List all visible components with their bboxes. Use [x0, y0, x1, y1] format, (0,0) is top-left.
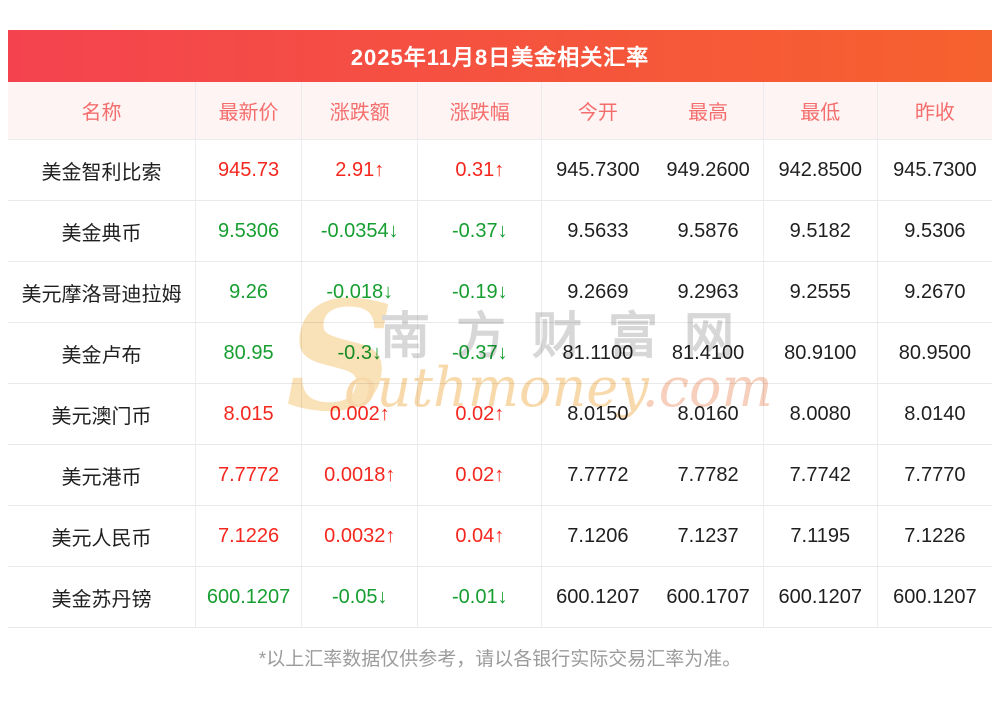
cell-open: 945.7300: [556, 158, 640, 181]
cell-high: 949.2600: [653, 140, 764, 200]
column-header-open: 今开: [577, 102, 618, 124]
cell-change-percent: -0.19↓: [418, 262, 543, 322]
cell-low: 7.7742: [764, 445, 878, 505]
cell-change-percent: -0.37↓: [418, 201, 543, 261]
cell-latest-price: 8.015: [196, 384, 303, 444]
column-header-name: 名称: [8, 82, 196, 139]
cell-change-amount: 2.91↑: [302, 140, 419, 200]
cell-change-percent: -0.37↓: [418, 323, 543, 383]
table-row: 美元澳门币 8.015 0.002↑ 0.02↑ 8.0150 8.0160 8.0080 8…: [8, 384, 992, 445]
cell-name: 美元港币: [8, 445, 196, 505]
cell-prev-close: 8.0140: [904, 402, 966, 425]
cell-change-amount: -0.018↓: [302, 262, 419, 322]
cell-change-percent: 0.02↑: [418, 445, 543, 505]
column-header-prev_close: 昨收: [914, 102, 955, 124]
cell-latest-price: 7.1226: [196, 506, 303, 566]
cell-latest-price: 945.73: [196, 140, 303, 200]
cell-prev-close: 80.9500: [898, 341, 972, 364]
cell-open: 7.1206: [567, 524, 629, 547]
column-header-change_pct: 涨跌幅: [418, 82, 543, 139]
table-title-banner: 2025年11月8日美金相关汇率: [8, 30, 992, 82]
cell-change-amount: -0.3↓: [302, 323, 419, 383]
table-body: 美金智利比索 945.73 2.91↑ 0.31↑ 945.7300 949.2600 94…: [8, 140, 992, 628]
cell-change-amount: 0.002↑: [302, 384, 419, 444]
cell-prev-close: 945.7300: [893, 158, 977, 181]
table-header-row: 名称 最新价 涨跌额 涨跌幅 今开 最高 最低 昨收: [8, 82, 992, 140]
rate-table: 2025年11月8日美金相关汇率 名称 最新价 涨跌额 涨跌幅 今开 最高 最低 昨收 美金智…: [8, 30, 992, 628]
cell-open: 81.1100: [562, 341, 634, 364]
table-row: 美元港币 7.7772 0.0018↑ 0.02↑ 7.7772 7.7782 7.7742…: [8, 445, 992, 506]
cell-low: 600.1207: [764, 567, 878, 627]
cell-low: 9.5182: [764, 201, 878, 261]
cell-change-percent: 0.31↑: [418, 140, 543, 200]
disclaimer-note: *以上汇率数据仅供参考，请以各银行实际交易汇率为准。: [258, 649, 742, 670]
cell-high: 9.2963: [653, 262, 764, 322]
cell-name: 美元澳门币: [8, 384, 196, 444]
cell-change-amount: 0.0032↑: [302, 506, 419, 566]
column-header-change: 涨跌额: [302, 82, 419, 139]
cell-prev-close: 7.7770: [904, 463, 966, 486]
cell-latest-price: 600.1207: [196, 567, 303, 627]
cell-change-amount: -0.05↓: [302, 567, 419, 627]
table-row: 美金卢布 80.95 -0.3↓ -0.37↓ 81.1100 81.4100 80.910…: [8, 323, 992, 384]
column-header-high: 最高: [653, 82, 764, 139]
cell-latest-price: 7.7772: [196, 445, 303, 505]
cell-low: 8.0080: [764, 384, 878, 444]
page-title: 2025年11月8日美金相关汇率: [350, 45, 650, 70]
cell-change-percent: -0.01↓: [418, 567, 543, 627]
table-row: 美金苏丹镑 600.1207 -0.05↓ -0.01↓ 600.1207 600.170…: [8, 567, 992, 628]
cell-open: 7.7772: [567, 463, 629, 486]
cell-high: 600.1707: [653, 567, 764, 627]
cell-name: 美金卢布: [8, 323, 196, 383]
cell-name: 美金典币: [8, 201, 196, 261]
cell-high: 7.1237: [653, 506, 764, 566]
cell-open: 9.2669: [567, 280, 629, 303]
cell-name: 美金苏丹镑: [8, 567, 196, 627]
cell-prev-close: 7.1226: [904, 524, 966, 547]
column-header-low: 最低: [764, 82, 878, 139]
cell-prev-close: 9.5306: [904, 219, 966, 242]
cell-low: 9.2555: [764, 262, 878, 322]
cell-low: 942.8500: [764, 140, 878, 200]
cell-prev-close: 9.2670: [904, 280, 966, 303]
cell-latest-price: 9.5306: [196, 201, 303, 261]
cell-high: 8.0160: [653, 384, 764, 444]
cell-name: 美元人民币: [8, 506, 196, 566]
cell-name: 美元摩洛哥迪拉姆: [8, 262, 196, 322]
cell-prev-close: 600.1207: [893, 585, 977, 608]
cell-open: 9.5633: [567, 219, 629, 242]
cell-latest-price: 9.26: [196, 262, 303, 322]
cell-name: 美金智利比索: [8, 140, 196, 200]
cell-change-amount: 0.0018↑: [302, 445, 419, 505]
table-row: 美元摩洛哥迪拉姆 9.26 -0.018↓ -0.19↓ 9.2669 9.2963 9.2…: [8, 262, 992, 323]
cell-open: 8.0150: [567, 402, 629, 425]
cell-change-amount: -0.0354↓: [302, 201, 419, 261]
cell-high: 9.5876: [653, 201, 764, 261]
cell-low: 80.9100: [764, 323, 878, 383]
cell-high: 81.4100: [653, 323, 764, 383]
cell-change-percent: 0.02↑: [418, 384, 543, 444]
cell-change-percent: 0.04↑: [418, 506, 543, 566]
cell-latest-price: 80.95: [196, 323, 303, 383]
cell-open: 600.1207: [556, 585, 640, 608]
column-header-latest: 最新价: [196, 82, 303, 139]
cell-high: 7.7782: [653, 445, 764, 505]
table-row: 美金典币 9.5306 -0.0354↓ -0.37↓ 9.5633 9.5876 9.51…: [8, 201, 992, 262]
table-row: 美元人民币 7.1226 0.0032↑ 0.04↑ 7.1206 7.1237 7.119…: [8, 506, 992, 567]
cell-low: 7.1195: [764, 506, 878, 566]
table-row: 美金智利比索 945.73 2.91↑ 0.31↑ 945.7300 949.2600 94…: [8, 140, 992, 201]
